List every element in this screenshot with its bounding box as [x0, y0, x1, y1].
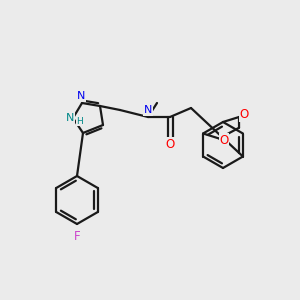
Text: O: O [239, 109, 249, 122]
Text: O: O [220, 134, 229, 147]
Text: H: H [76, 116, 83, 125]
Text: N: N [77, 91, 85, 101]
Text: O: O [165, 137, 175, 151]
Text: F: F [74, 230, 80, 244]
Text: N: N [66, 113, 74, 123]
Text: N: N [144, 105, 152, 115]
